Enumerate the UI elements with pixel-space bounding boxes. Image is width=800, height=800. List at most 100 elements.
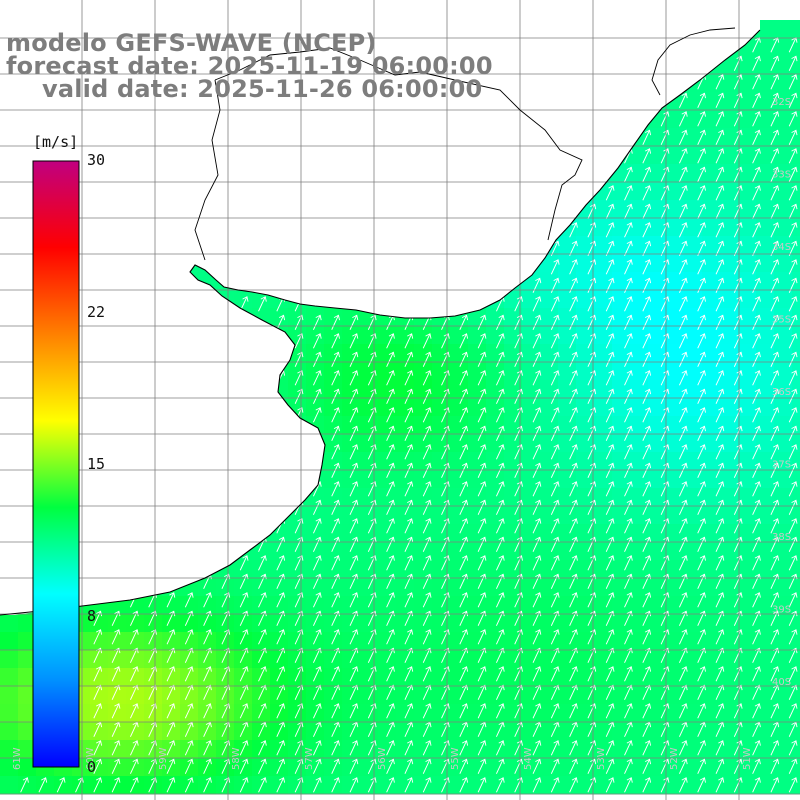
wind-speed-cell xyxy=(432,524,451,543)
wind-speed-cell xyxy=(612,434,631,453)
color-scale-tick-8: 8 xyxy=(87,607,97,625)
wind-speed-cell xyxy=(630,632,649,651)
wind-speed-cell xyxy=(522,362,541,381)
wind-speed-cell xyxy=(558,668,577,687)
wind-speed-cell xyxy=(306,380,325,399)
wind-speed-cell xyxy=(522,398,541,417)
wind-speed-cell xyxy=(486,758,505,777)
wind-speed-cell xyxy=(792,146,800,165)
wind-speed-cell xyxy=(738,704,757,723)
wind-speed-cell xyxy=(756,146,775,165)
wind-speed-cell xyxy=(666,308,685,327)
wind-speed-cell xyxy=(0,650,19,669)
wind-speed-cell xyxy=(396,434,415,453)
wind-speed-cell xyxy=(342,344,361,363)
wind-speed-cell xyxy=(414,632,433,651)
wind-speed-cell xyxy=(702,470,721,489)
wind-speed-cell xyxy=(684,632,703,651)
wind-speed-cell xyxy=(720,182,739,201)
wind-speed-cell xyxy=(306,344,325,363)
longitude-label: 52W xyxy=(669,747,680,770)
wind-speed-cell xyxy=(594,650,613,669)
wind-speed-cell xyxy=(576,722,595,741)
wind-speed-cell xyxy=(612,416,631,435)
wind-speed-cell xyxy=(270,614,289,633)
wind-speed-cell xyxy=(630,272,649,291)
wind-speed-cell xyxy=(270,632,289,651)
wind-speed-cell xyxy=(324,578,343,597)
wind-speed-cell xyxy=(306,776,325,795)
wind-speed-cell xyxy=(612,686,631,705)
wind-speed-cell xyxy=(288,308,307,327)
wind-speed-cell xyxy=(648,596,667,615)
wind-speed-cell xyxy=(522,722,541,741)
wind-speed-cell xyxy=(738,200,757,219)
wind-speed-cell xyxy=(486,560,505,579)
wind-speed-cell xyxy=(216,704,235,723)
wind-speed-cell xyxy=(216,722,235,741)
wind-speed-cell xyxy=(702,200,721,219)
wind-speed-cell xyxy=(450,452,469,471)
latitude-label: 37S xyxy=(772,460,791,471)
wind-speed-cell xyxy=(324,776,343,795)
wind-speed-cell xyxy=(684,254,703,273)
wind-speed-cell xyxy=(162,704,181,723)
wind-speed-cell xyxy=(720,164,739,183)
wind-speed-cell xyxy=(342,362,361,381)
wind-speed-cell xyxy=(612,452,631,471)
wind-speed-cell xyxy=(792,74,800,93)
wind-speed-cell xyxy=(594,308,613,327)
wind-speed-cell xyxy=(684,362,703,381)
wind-speed-cell xyxy=(684,272,703,291)
wind-speed-cell xyxy=(738,722,757,741)
wind-speed-cell xyxy=(306,362,325,381)
wind-speed-cell xyxy=(756,110,775,129)
wind-speed-cell xyxy=(648,272,667,291)
wind-speed-cell xyxy=(756,236,775,255)
wind-speed-cell xyxy=(486,326,505,345)
wind-speed-cell xyxy=(576,344,595,363)
longitude-label: 51W xyxy=(742,747,753,770)
wind-speed-cell xyxy=(774,20,793,39)
wind-speed-cell xyxy=(576,488,595,507)
wind-speed-cell xyxy=(414,344,433,363)
wind-speed-cell xyxy=(720,128,739,147)
wind-speed-cell xyxy=(522,542,541,561)
wind-speed-cell xyxy=(792,182,800,201)
wind-speed-cell xyxy=(486,650,505,669)
wind-speed-cell xyxy=(720,344,739,363)
wind-speed-cell xyxy=(486,416,505,435)
wind-speed-cell xyxy=(630,254,649,273)
wind-speed-cell xyxy=(0,614,19,633)
wind-speed-cell xyxy=(216,614,235,633)
wind-speed-cell xyxy=(756,434,775,453)
wind-speed-cell xyxy=(666,218,685,237)
wind-speed-cell xyxy=(666,272,685,291)
wind-speed-cell xyxy=(612,722,631,741)
wind-speed-cell xyxy=(666,416,685,435)
wind-speed-cell xyxy=(792,650,800,669)
wind-speed-cell xyxy=(576,668,595,687)
wind-speed-cell xyxy=(756,722,775,741)
wind-speed-cell xyxy=(252,686,271,705)
wind-speed-cell xyxy=(774,632,793,651)
wind-speed-cell xyxy=(288,650,307,669)
wind-speed-cell xyxy=(558,290,577,309)
wind-speed-cell xyxy=(414,650,433,669)
wind-speed-cell xyxy=(414,722,433,741)
wind-speed-cell xyxy=(666,128,685,147)
wind-speed-cell xyxy=(522,614,541,633)
wind-speed-cell xyxy=(450,470,469,489)
wind-speed-cell xyxy=(756,128,775,147)
wind-speed-cell xyxy=(324,344,343,363)
wind-speed-cell xyxy=(738,272,757,291)
wind-speed-cell xyxy=(270,668,289,687)
wind-speed-cell xyxy=(738,92,757,111)
wind-speed-cell xyxy=(270,758,289,777)
wind-speed-cell xyxy=(360,434,379,453)
wind-speed-cell xyxy=(720,74,739,93)
wind-speed-cell xyxy=(630,146,649,165)
wind-speed-cell xyxy=(558,704,577,723)
longitude-label: 61W xyxy=(12,747,23,770)
wind-speed-cell xyxy=(612,290,631,309)
